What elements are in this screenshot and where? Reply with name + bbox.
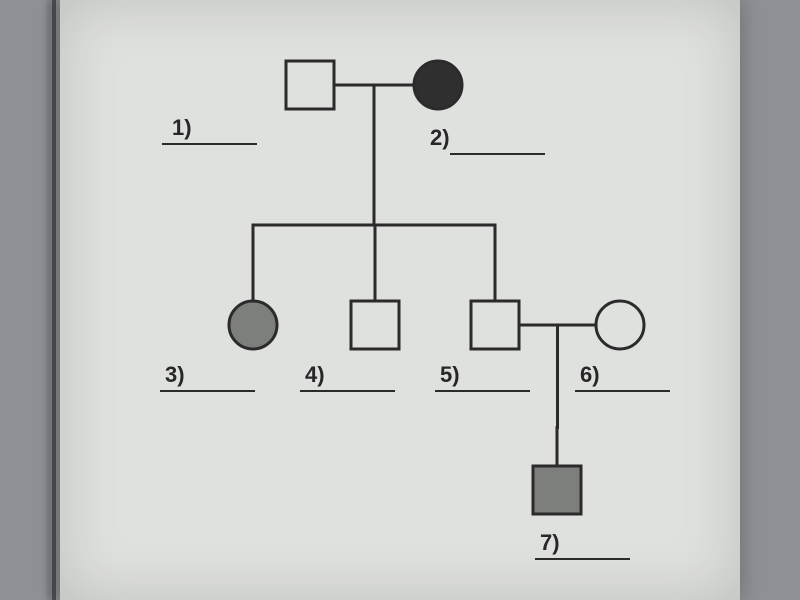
label-5: 5) (440, 362, 530, 392)
label-3-text: 3) (165, 362, 185, 390)
label-5-underline (435, 390, 530, 392)
pedigree-diagram (60, 0, 740, 600)
node-c5 (471, 301, 519, 349)
node-c3 (229, 301, 277, 349)
label-6-underline (575, 390, 670, 392)
node-s6 (596, 301, 644, 349)
page-binding (52, 0, 56, 600)
label-2: 2) (430, 125, 545, 155)
label-7-underline (535, 558, 630, 560)
label-1-underline (162, 143, 257, 145)
label-1-text: 1) (172, 115, 192, 143)
label-1: 1) (172, 115, 257, 145)
label-2-text: 2) (430, 125, 450, 153)
diagram-page: 1) 2) 3) 4) 5) 6) 7) (60, 0, 740, 600)
label-3-underline (160, 390, 255, 392)
label-6: 6) (580, 362, 670, 392)
label-7-text: 7) (540, 530, 560, 558)
label-2-underline (450, 153, 545, 155)
node-p2 (414, 61, 462, 109)
label-4-underline (300, 390, 395, 392)
node-g7 (533, 466, 581, 514)
label-6-text: 6) (580, 362, 600, 390)
label-7: 7) (540, 530, 630, 560)
node-p1 (286, 61, 334, 109)
label-5-text: 5) (440, 362, 460, 390)
label-3: 3) (165, 362, 255, 392)
label-4: 4) (305, 362, 395, 392)
label-4-text: 4) (305, 362, 325, 390)
node-c4 (351, 301, 399, 349)
